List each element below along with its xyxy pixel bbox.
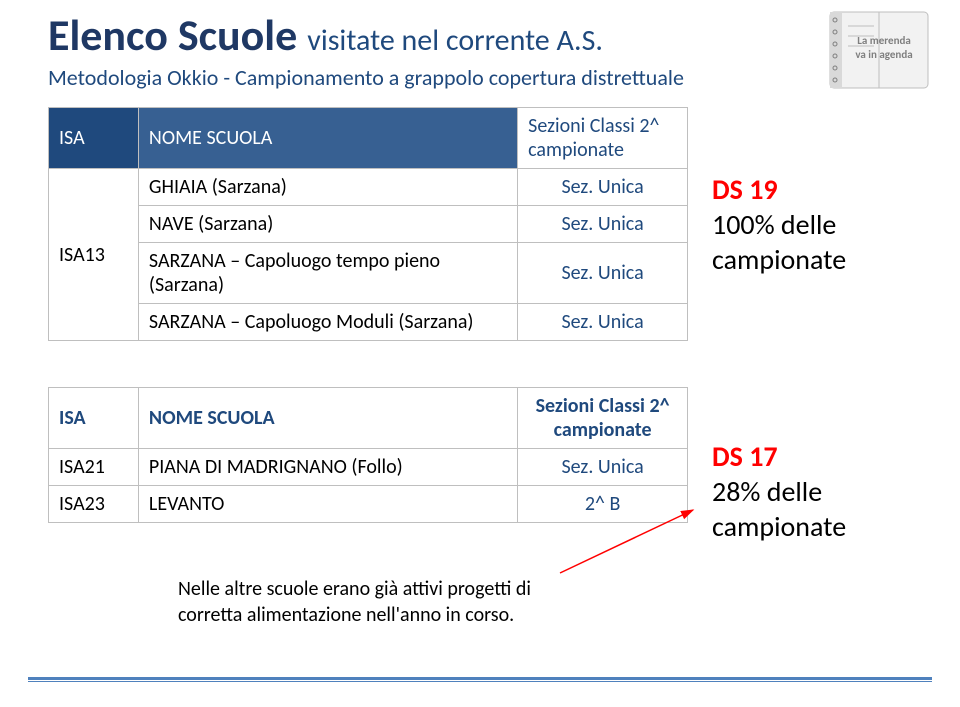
table2-sez: 2^ B xyxy=(518,486,688,523)
table1: ISA NOME SCUOLA Sezioni Classi 2^ campio… xyxy=(48,107,688,341)
aside1-highlight: DS 19 xyxy=(712,172,778,207)
table1-th-sez: Sezioni Classi 2^ campionate xyxy=(518,108,688,169)
note-text: Nelle altre scuole erano già attivi prog… xyxy=(178,576,578,628)
aside2-rest: 28% delle campionate xyxy=(712,474,846,544)
table1-isa-cell: ISA13 xyxy=(49,169,139,341)
table2-isa: ISA23 xyxy=(49,486,139,523)
table1-nome: SARZANA – Capoluogo tempo pieno (Sarzana… xyxy=(138,243,517,304)
table1-nome: NAVE (Sarzana) xyxy=(138,206,517,243)
table2-nome: LEVANTO xyxy=(138,486,517,523)
table1-row: ISA13 GHIAIA (Sarzana) Sez. Unica xyxy=(49,169,688,206)
table2: ISA NOME SCUOLA Sezioni Classi 2^ campio… xyxy=(48,387,688,523)
aside1: DS 19 100% delle campionate xyxy=(712,172,922,277)
table1-row: SARZANA – Capoluogo Moduli (Sarzana) Sez… xyxy=(49,304,688,341)
aside2: DS 17 28% delle campionate xyxy=(712,439,922,544)
table1-th-isa: ISA xyxy=(49,108,139,169)
table2-th-isa: ISA xyxy=(49,388,139,449)
notebook-text-2: va in agenda xyxy=(855,48,912,61)
table2-nome: PIANA DI MADRIGNANO (Follo) xyxy=(138,449,517,486)
table2-row: ISA23 LEVANTO 2^ B xyxy=(49,486,688,523)
title-sub: visitate nel corrente A.S. xyxy=(307,22,603,59)
table1-th-nome: NOME SCUOLA xyxy=(138,108,517,169)
table1-row: SARZANA – Capoluogo tempo pieno (Sarzana… xyxy=(49,243,688,304)
section2: ISA NOME SCUOLA Sezioni Classi 2^ campio… xyxy=(48,387,932,544)
notebook-icon: La merenda va in agenda xyxy=(824,6,934,96)
slide-page: La merenda va in agenda Elenco Scuole vi… xyxy=(0,0,960,707)
page-rule xyxy=(28,677,932,681)
table2-th-sez: Sezioni Classi 2^ campionate xyxy=(518,388,688,449)
table2-row: ISA21 PIANA DI MADRIGNANO (Follo) Sez. U… xyxy=(49,449,688,486)
table1-sez: Sez. Unica xyxy=(518,169,688,206)
table2-isa: ISA21 xyxy=(49,449,139,486)
table1-sez: Sez. Unica xyxy=(518,206,688,243)
table1-sez: Sez. Unica xyxy=(518,243,688,304)
aside1-rest: 100% delle campionate xyxy=(712,207,846,277)
table2-sez: Sez. Unica xyxy=(518,449,688,486)
subtitle: Metodologia Okkio - Campionamento a grap… xyxy=(48,64,932,91)
aside2-highlight: DS 17 xyxy=(712,439,778,474)
title-row: Elenco Scuole visitate nel corrente A.S. xyxy=(48,8,932,62)
table2-th-nome: NOME SCUOLA xyxy=(138,388,517,449)
table1-head-row: ISA NOME SCUOLA Sezioni Classi 2^ campio… xyxy=(49,108,688,169)
title-main: Elenco Scuole xyxy=(48,8,297,62)
table1-sez: Sez. Unica xyxy=(518,304,688,341)
table1-nome: GHIAIA (Sarzana) xyxy=(138,169,517,206)
table1-nome: SARZANA – Capoluogo Moduli (Sarzana) xyxy=(138,304,517,341)
table1-row: NAVE (Sarzana) Sez. Unica xyxy=(49,206,688,243)
table1-wrap: ISA NOME SCUOLA Sezioni Classi 2^ campio… xyxy=(48,107,932,341)
table2-head-row: ISA NOME SCUOLA Sezioni Classi 2^ campio… xyxy=(49,388,688,449)
